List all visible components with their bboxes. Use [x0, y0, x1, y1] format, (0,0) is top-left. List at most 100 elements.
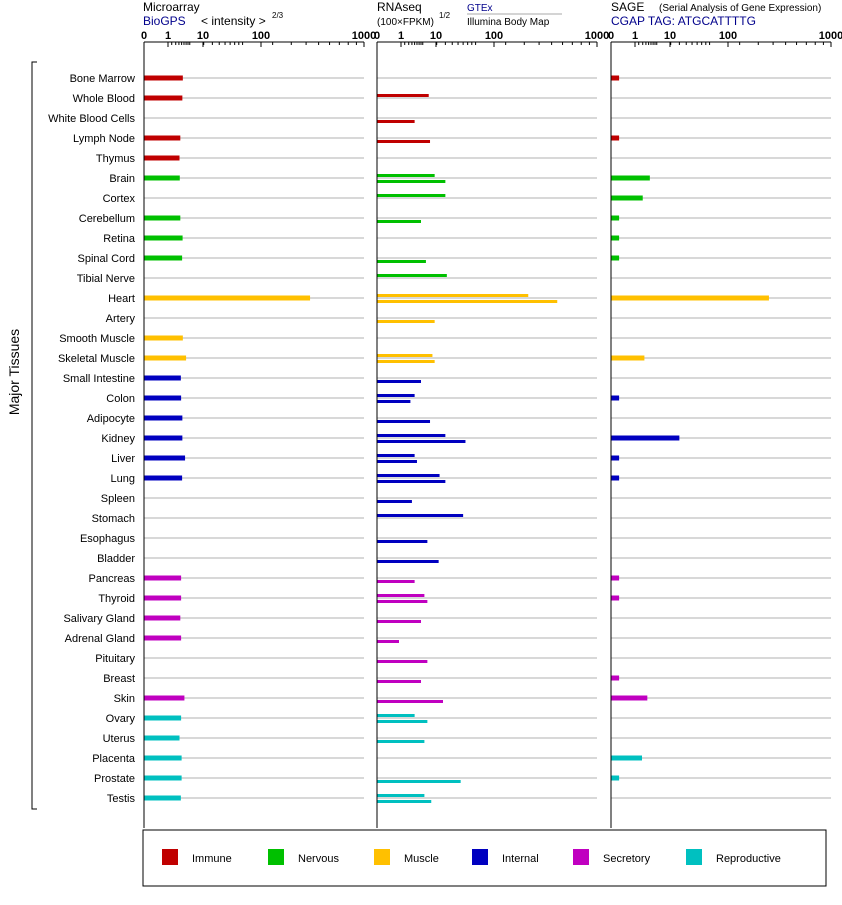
tissue-label: Salivary Gland [63, 613, 135, 625]
bar [377, 560, 439, 563]
tissue-label: Prostate [94, 773, 135, 785]
legend-swatch [686, 849, 702, 865]
tissue-label: Bone Marrow [70, 73, 135, 85]
tick-label: 1000 [585, 30, 609, 42]
tick-label: 1000 [819, 30, 842, 42]
legend-label: Secretory [603, 853, 651, 865]
bar [144, 455, 186, 461]
tissue-label: Thyroid [98, 593, 135, 605]
tissue-label: Heart [108, 293, 135, 305]
rnaseq-source: GTEx [467, 3, 493, 14]
bar [377, 300, 558, 303]
tick-label: 10 [430, 30, 442, 42]
bar [144, 615, 181, 621]
bar [144, 755, 182, 761]
rnaseq-unit: (100×FPKM) [377, 17, 434, 28]
bar [144, 595, 182, 601]
tissue-label: Stomach [92, 513, 135, 525]
sage-header: SAGE (Serial Analysis of Gene Expression… [611, 0, 821, 28]
bar [377, 120, 415, 123]
legend-item: Secretory [573, 849, 651, 865]
bar [144, 335, 183, 341]
bar [377, 140, 431, 143]
tissue-label: Cortex [103, 193, 136, 205]
bar [377, 400, 411, 403]
bar [144, 575, 182, 581]
tick-label: 100 [719, 30, 737, 42]
sage-title: SAGE [611, 0, 644, 14]
tissue-label: Placenta [92, 753, 136, 765]
bar [144, 415, 183, 421]
bar [144, 215, 181, 221]
bar [611, 575, 620, 581]
tissue-label: Esophagus [80, 533, 136, 545]
microarray-header: Microarray BioGPS < intensity > 2/3 [143, 0, 284, 28]
bar [377, 620, 421, 623]
bar [377, 514, 464, 517]
bar [377, 720, 428, 723]
tick-label: 100 [485, 30, 503, 42]
bar [611, 235, 620, 241]
bar [144, 715, 182, 721]
bar-layer [144, 75, 769, 803]
tissue-label: Breast [103, 673, 135, 685]
legend-swatch [374, 849, 390, 865]
rnaseq-source2: Illumina Body Map [467, 17, 550, 28]
bar [611, 455, 620, 461]
bar [377, 274, 447, 277]
tissue-label: White Blood Cells [48, 113, 135, 125]
bar [144, 235, 183, 241]
legend-item: Muscle [374, 849, 439, 865]
bar [144, 395, 182, 401]
bar [377, 540, 428, 543]
bar [377, 460, 417, 463]
tissue-label: Lymph Node [73, 133, 135, 145]
tissue-label: Cerebellum [79, 213, 135, 225]
legend-item: Internal [472, 849, 539, 865]
tick-label: 100 [252, 30, 270, 42]
bar [377, 354, 433, 357]
bar [377, 640, 399, 643]
bar [377, 320, 435, 323]
microarray-unit: < intensity > [201, 14, 266, 28]
legend-item: Nervous [268, 849, 339, 865]
bar [611, 755, 643, 761]
tick-label: 0 [608, 30, 614, 42]
legend-item: Immune [162, 849, 232, 865]
tissue-label: Retina [103, 233, 136, 245]
tick-label: 0 [141, 30, 147, 42]
bar [377, 194, 446, 197]
tissue-label: Uterus [103, 733, 136, 745]
rnaseq-unit-exp: 1/2 [439, 11, 451, 20]
y-axis-label: Major Tissues [6, 329, 22, 415]
bar [377, 94, 429, 97]
bar [144, 295, 311, 301]
bar [611, 695, 648, 701]
legend-label: Internal [502, 853, 539, 865]
tissue-label: Liver [111, 453, 135, 465]
tissue-label: Lung [111, 473, 135, 485]
legend-swatch [573, 849, 589, 865]
bar [377, 434, 446, 437]
bar [377, 174, 435, 177]
microarray-source: BioGPS [143, 14, 186, 28]
tick-label: 1 [165, 30, 171, 42]
tick-label: 1 [398, 30, 404, 42]
legend-label: Reproductive [716, 853, 781, 865]
legend-item: Reproductive [686, 849, 781, 865]
tissue-label: Artery [106, 313, 136, 325]
bar [611, 395, 620, 401]
bar [377, 260, 426, 263]
legend-label: Muscle [404, 853, 439, 865]
tissue-label: Bladder [97, 553, 135, 565]
bar [377, 394, 415, 397]
tissue-label: Adrenal Gland [65, 633, 135, 645]
tissue-label: Thymus [96, 153, 136, 165]
bar [144, 175, 180, 181]
bar [144, 135, 181, 141]
bar [144, 255, 183, 261]
y-axis-bracket [31, 61, 37, 810]
bar [377, 474, 440, 477]
bar [377, 294, 529, 297]
